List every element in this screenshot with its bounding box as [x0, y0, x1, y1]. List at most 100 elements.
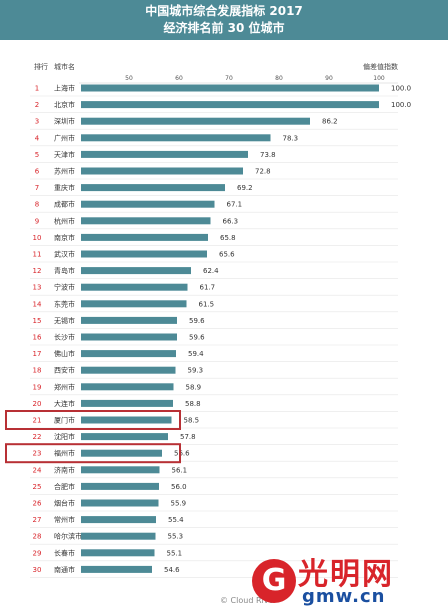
chart-row: 6 苏州市 72.8	[30, 167, 398, 180]
city-label: 厦门市	[54, 416, 75, 425]
bar	[81, 516, 156, 524]
bar	[81, 117, 310, 125]
bar	[81, 416, 172, 424]
chart-row: 3 深圳市 86.2	[30, 117, 398, 130]
chart-row: 13 宁波市 61.7	[30, 283, 398, 296]
city-label: 北京市	[54, 100, 75, 109]
chart-row: 21 厦门市 58.5	[30, 416, 398, 429]
gmw-logo-icon: G	[252, 559, 296, 603]
x-tick-label: 90	[325, 75, 333, 82]
city-label: 哈尔滨市	[54, 532, 82, 541]
bar	[81, 399, 173, 407]
bar	[81, 84, 379, 92]
city-label: 杭州市	[54, 216, 75, 225]
x-tick-label: 50	[125, 75, 133, 82]
chart-row: 14 东莞市 61.5	[30, 299, 398, 313]
bar	[81, 383, 174, 391]
bar	[81, 283, 188, 291]
city-label: 宁波市	[54, 283, 75, 292]
rank-label: 4	[35, 134, 40, 142]
bar	[81, 267, 191, 275]
rank-label: 14	[33, 300, 42, 308]
chart-row: 22 沈阳市 57.8	[30, 432, 398, 445]
rank-label: 24	[33, 466, 42, 474]
value-label: 59.3	[188, 367, 204, 375]
chart-row: 15 无锡市 59.6	[30, 316, 398, 329]
value-label: 67.1	[227, 201, 243, 209]
bar	[81, 134, 271, 142]
city-label: 成都市	[54, 200, 75, 209]
rank-label: 5	[35, 151, 39, 159]
bar	[81, 333, 177, 341]
rank-label: 11	[33, 251, 42, 259]
city-label: 深圳市	[54, 117, 75, 126]
value-label: 59.6	[189, 334, 205, 342]
value-label: 78.3	[283, 134, 299, 142]
value-label: 61.7	[200, 284, 216, 292]
bar	[81, 200, 215, 208]
city-label: 广州市	[54, 133, 75, 142]
bar-rows: 1 上海市 100.02 北京市 100.03 深圳市 86.24 广州市 78.35 天津市 73…	[30, 84, 411, 578]
highlight-boxes	[5, 410, 181, 464]
rank-label: 9	[35, 217, 39, 225]
city-label: 郑州市	[54, 382, 75, 391]
highlight-box	[5, 410, 181, 430]
bar	[81, 316, 177, 324]
chart-row: 17 佛山市 59.4	[30, 349, 398, 362]
value-label: 55.1	[167, 549, 183, 557]
rank-label: 21	[33, 417, 42, 425]
bar	[81, 350, 176, 358]
chart-row: 24 济南市 56.1	[30, 465, 398, 479]
city-label: 西安市	[54, 366, 75, 375]
chart-row: 2 北京市 100.0	[30, 100, 411, 113]
bar	[81, 366, 176, 374]
city-label: 上海市	[54, 84, 75, 93]
rank-label: 18	[33, 367, 42, 375]
rank-label: 1	[35, 85, 39, 93]
rank-label: 19	[33, 383, 42, 391]
city-label: 武汉市	[54, 250, 75, 259]
chart-title: 中国城市综合发展指标 2017	[145, 4, 303, 18]
chart-row: 4 广州市 78.3	[30, 133, 398, 147]
rank-label: 28	[33, 533, 42, 541]
value-label: 58.9	[186, 383, 202, 391]
city-label: 济南市	[54, 465, 75, 474]
bar	[81, 101, 379, 109]
bar	[81, 184, 225, 192]
city-label: 苏州市	[54, 167, 75, 176]
chart-row: 23 福州市 56.6	[30, 449, 398, 462]
chart-row: 25 合肥市 56.0	[30, 482, 398, 495]
value-label: 69.2	[237, 184, 253, 192]
image-credit: © Cloud Rive	[220, 596, 274, 605]
city-label: 天津市	[54, 150, 75, 159]
bar	[81, 167, 243, 175]
value-label: 72.8	[255, 168, 271, 176]
bar	[81, 233, 208, 241]
bar	[81, 449, 162, 457]
chart-row: 1 上海市 100.0	[30, 84, 411, 97]
rank-label: 17	[33, 350, 42, 358]
bar	[81, 499, 159, 507]
highlight-box	[5, 443, 181, 464]
bar	[81, 549, 155, 557]
value-label: 62.4	[203, 267, 219, 275]
city-label: 东莞市	[54, 299, 75, 308]
x-tick-label: 70	[225, 75, 233, 82]
bar	[81, 433, 168, 441]
value-label: 59.6	[189, 317, 205, 325]
rank-label: 12	[33, 267, 42, 275]
value-label: 100.0	[391, 85, 411, 93]
chart-row: 19 郑州市 58.9	[30, 382, 398, 396]
value-label: 65.6	[219, 251, 235, 259]
value-label: 61.5	[199, 300, 215, 308]
chart-row: 29 长春市 55.1	[30, 548, 398, 562]
rank-label: 16	[33, 334, 42, 342]
city-label: 佛山市	[54, 349, 75, 358]
value-label: 55.3	[168, 533, 184, 541]
column-header-score: 偏差值指数	[363, 62, 398, 71]
city-label: 烟台市	[54, 499, 75, 508]
bar	[81, 250, 207, 258]
bar	[81, 565, 152, 573]
chart-row: 20 大连市 58.8	[30, 399, 398, 412]
chart-row: 16 长沙市 59.6	[30, 333, 398, 346]
